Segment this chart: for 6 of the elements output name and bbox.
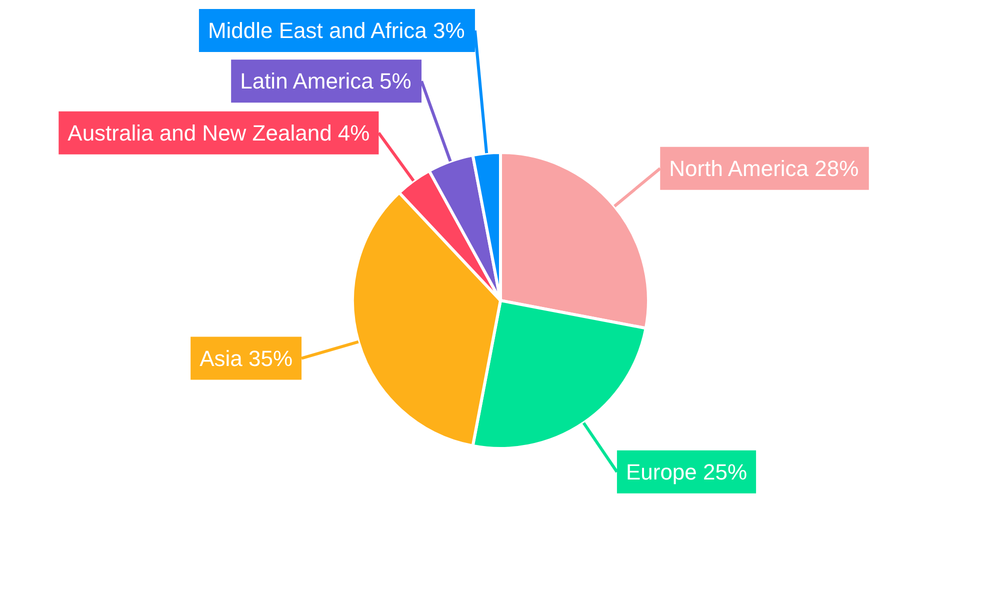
slice-label: Asia 35%: [200, 346, 293, 371]
slice-label: North America 28%: [669, 156, 859, 181]
slice-label: Europe 25%: [626, 459, 748, 484]
slice-label: Latin America 5%: [240, 68, 412, 94]
slice-label: Middle East and Africa 3%: [208, 18, 465, 44]
slice-label: Australia and New Zealand 4%: [68, 120, 370, 146]
